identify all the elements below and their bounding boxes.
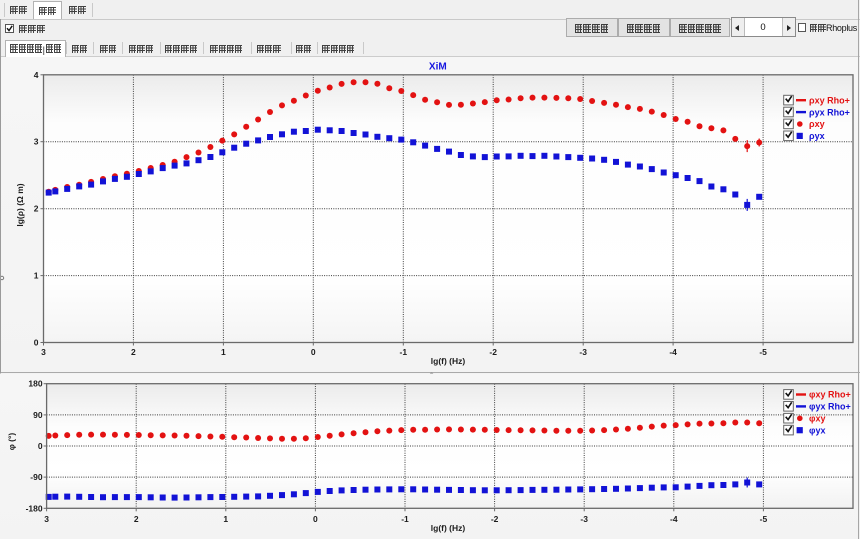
svg-text:-1: -1 — [400, 347, 408, 357]
svg-text:-4: -4 — [669, 347, 677, 357]
svg-text:φxy: φxy — [809, 414, 825, 424]
svg-text:lg(f) (Hz): lg(f) (Hz) — [431, 523, 466, 533]
svg-text:2: 2 — [34, 204, 39, 214]
svg-text:2: 2 — [134, 514, 139, 524]
svg-text:ρxy: ρxy — [809, 119, 825, 129]
svg-text:1: 1 — [223, 514, 228, 524]
svg-text:0: 0 — [38, 441, 43, 451]
svg-text:φxy Rho+: φxy Rho+ — [809, 390, 851, 400]
svg-text:3: 3 — [41, 347, 46, 357]
svg-text:ρyx: ρyx — [809, 131, 825, 141]
svg-text:φyx: φyx — [809, 425, 825, 435]
svg-text:180: 180 — [28, 379, 42, 389]
svg-text:-5: -5 — [759, 347, 767, 357]
svg-text:ρxy Rho+: ρxy Rho+ — [809, 95, 850, 105]
svg-text:2: 2 — [131, 347, 136, 357]
svg-text:-4: -4 — [670, 514, 678, 524]
svg-text:-2: -2 — [491, 514, 499, 524]
svg-text:-2: -2 — [489, 347, 497, 357]
svg-text:1: 1 — [34, 271, 39, 281]
svg-text:lg(f) (Hz): lg(f) (Hz) — [431, 356, 466, 366]
svg-text:1: 1 — [221, 347, 226, 357]
svg-text:3: 3 — [34, 137, 39, 147]
svg-text:-3: -3 — [580, 514, 588, 524]
svg-text:90: 90 — [33, 410, 43, 420]
svg-text:-1: -1 — [401, 514, 409, 524]
svg-text:XiM: XiM — [429, 62, 447, 73]
svg-text:φyx Rho+: φyx Rho+ — [809, 402, 851, 412]
svg-text:0: 0 — [311, 347, 316, 357]
svg-text:φ (°): φ (°) — [7, 433, 17, 451]
svg-text:-5: -5 — [760, 514, 768, 524]
svg-text:0: 0 — [34, 338, 39, 348]
svg-text:lg(ρ) (Ω m): lg(ρ) (Ω m) — [15, 183, 25, 226]
svg-text:-90: -90 — [30, 472, 43, 482]
svg-text:4: 4 — [34, 70, 39, 80]
svg-text:-180: -180 — [26, 503, 43, 513]
svg-text:0: 0 — [313, 514, 318, 524]
svg-text:-3: -3 — [579, 347, 587, 357]
svg-text:3: 3 — [44, 514, 49, 524]
svg-text:ρyx Rho+: ρyx Rho+ — [809, 107, 850, 117]
